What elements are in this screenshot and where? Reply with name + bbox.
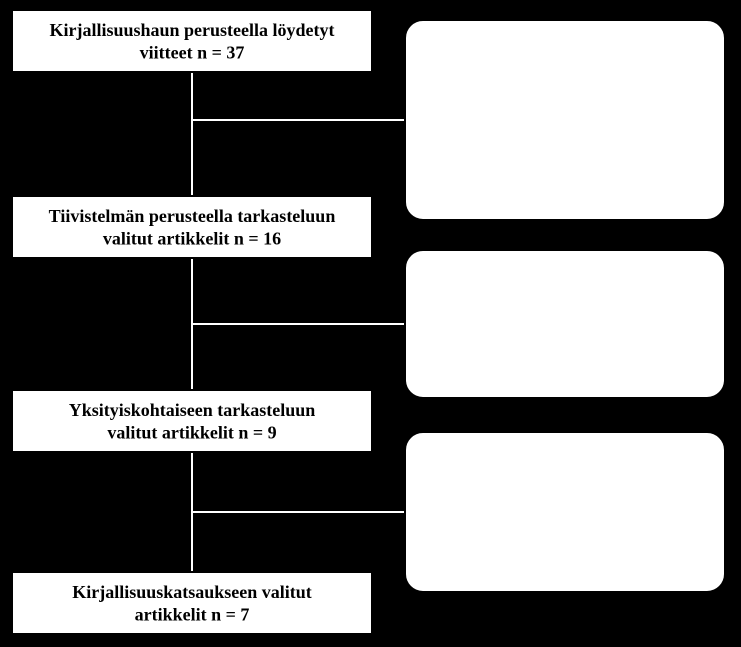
box-label: Kirjallisuuskatsaukseen valitut (72, 582, 312, 602)
stage-box: Tiivistelmän perusteella tarkasteluun val… (12, 196, 372, 258)
box-label: valitut artikkelit n = 9 (107, 423, 276, 443)
box-label: Kirjallisuushaun perusteella löydetyt (49, 20, 334, 40)
exclusion-box-rect (405, 250, 725, 398)
exclusion-box-rect (405, 432, 725, 592)
flowchart-canvas: Kirjallisuushaun perusteella löydetyt vii… (0, 0, 741, 647)
box-label: valitut artikkelit n = 16 (103, 229, 281, 249)
stage-box: Yksityiskohtaiseen tarkasteluun valitut a… (12, 390, 372, 452)
stage-box: Kirjallisuuskatsaukseen valitut artikkeli… (12, 572, 372, 634)
stage-box: Kirjallisuushaun perusteella löydetyt vii… (12, 10, 372, 72)
box-label: Tiivistelmän perusteella tarkasteluun (49, 206, 336, 226)
exclusion-box (405, 20, 725, 220)
box-label: Yksityiskohtaiseen tarkasteluun (69, 400, 316, 420)
exclusion-box (405, 250, 725, 398)
box-label: artikkelit n = 7 (135, 605, 250, 625)
exclusion-box-rect (405, 20, 725, 220)
box-label: viitteet n = 37 (140, 43, 245, 63)
exclusion-box (405, 432, 725, 592)
